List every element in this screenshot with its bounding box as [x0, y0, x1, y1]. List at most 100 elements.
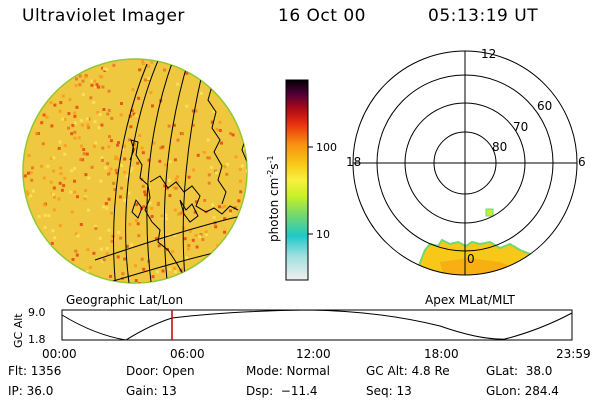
- app-title: Ultraviolet Imager: [22, 6, 185, 26]
- speckle: [191, 109, 195, 113]
- colorbar: 100 10 photon cm-2s-1: [266, 79, 337, 281]
- speckle: [125, 174, 129, 178]
- speckle: [246, 169, 247, 173]
- speckle: [214, 225, 218, 229]
- gain-value: Gain: 13: [126, 384, 177, 398]
- speckle: [173, 270, 177, 274]
- speckle: [70, 132, 74, 136]
- speckle: [51, 229, 55, 233]
- altitude-ylabel: GC Alt: [12, 313, 25, 348]
- speckle: [180, 211, 184, 215]
- speckle: [112, 181, 116, 185]
- speckle: [116, 143, 120, 147]
- gc-altitude: GC Alt: 4.8 Re: [366, 364, 450, 378]
- speckle: [98, 236, 102, 240]
- lat-label-60: 60: [537, 99, 552, 113]
- speckle: [25, 190, 29, 194]
- speckle: [82, 148, 86, 151]
- speckle: [40, 121, 44, 125]
- speckle: [109, 274, 113, 278]
- speckle: [223, 230, 227, 234]
- speckle: [228, 211, 232, 215]
- speckle: [83, 75, 87, 79]
- speckle: [86, 248, 90, 252]
- speckle: [99, 179, 103, 183]
- speckle: [147, 186, 151, 190]
- speckle: [42, 203, 46, 207]
- speckle: [167, 178, 171, 182]
- speckle: [106, 112, 110, 116]
- speckle: [29, 171, 33, 174]
- speckle: [26, 171, 30, 175]
- speckle: [238, 179, 242, 183]
- speckle: [78, 74, 82, 78]
- speckle: [185, 256, 188, 260]
- speckle: [100, 156, 104, 160]
- speckle: [107, 145, 111, 149]
- speckle: [77, 136, 81, 140]
- speckle: [27, 154, 31, 158]
- speckle: [43, 226, 47, 229]
- speckle: [212, 109, 216, 113]
- speckle: [102, 205, 105, 209]
- speckle: [81, 93, 85, 96]
- speckle: [94, 85, 98, 89]
- speckle: [74, 232, 78, 236]
- speckle: [90, 165, 94, 169]
- speckle: [87, 117, 91, 121]
- speckle: [43, 213, 47, 217]
- speckle: [119, 236, 123, 240]
- speckle: [81, 158, 85, 162]
- speckle: [73, 190, 77, 194]
- speckle: [42, 113, 46, 117]
- xtick-1800: 18:00: [424, 347, 459, 361]
- speckle: [74, 249, 78, 253]
- speckle: [143, 78, 147, 82]
- speckle: [111, 234, 115, 238]
- speckle: [140, 146, 144, 150]
- speckle: [93, 120, 97, 124]
- speckle: [79, 158, 83, 162]
- speckle: [136, 222, 140, 226]
- speckle: [107, 89, 111, 93]
- speckle: [73, 179, 76, 183]
- speckle: [223, 165, 227, 169]
- speckle: [75, 105, 79, 109]
- speckle: [73, 167, 77, 171]
- speckle: [154, 237, 158, 241]
- speckle: [101, 66, 105, 70]
- speckle: [207, 156, 211, 160]
- speckle: [57, 146, 61, 150]
- speckle: [198, 235, 202, 239]
- flight-number: Flt: 1356: [8, 364, 62, 378]
- speckle: [194, 109, 198, 113]
- speckle: [173, 158, 177, 162]
- speckle: [85, 152, 89, 156]
- speckle: [238, 168, 242, 171]
- speckle: [147, 158, 151, 162]
- speckle: [107, 228, 111, 232]
- mlt-label-6: 6: [578, 155, 586, 169]
- speckle: [193, 210, 197, 214]
- speckle: [53, 236, 57, 240]
- speckle: [237, 199, 241, 203]
- speckle: [156, 270, 159, 274]
- speckle: [134, 279, 138, 282]
- lat-lon-grid: [94, 59, 246, 283]
- speckle: [172, 123, 176, 127]
- speckle: [104, 202, 108, 206]
- speckle: [30, 178, 34, 182]
- speckle: [119, 113, 123, 117]
- speckle: [76, 234, 80, 238]
- dsp-value: Dsp: −11.4: [246, 384, 318, 398]
- speckle: [151, 275, 155, 279]
- speckle: [71, 123, 75, 127]
- speckle: [182, 226, 186, 230]
- speckle: [100, 75, 104, 79]
- speckle: [50, 241, 54, 245]
- speckle: [159, 146, 163, 150]
- speckle: [94, 141, 98, 145]
- speckle: [96, 110, 100, 114]
- speckle: [191, 238, 195, 242]
